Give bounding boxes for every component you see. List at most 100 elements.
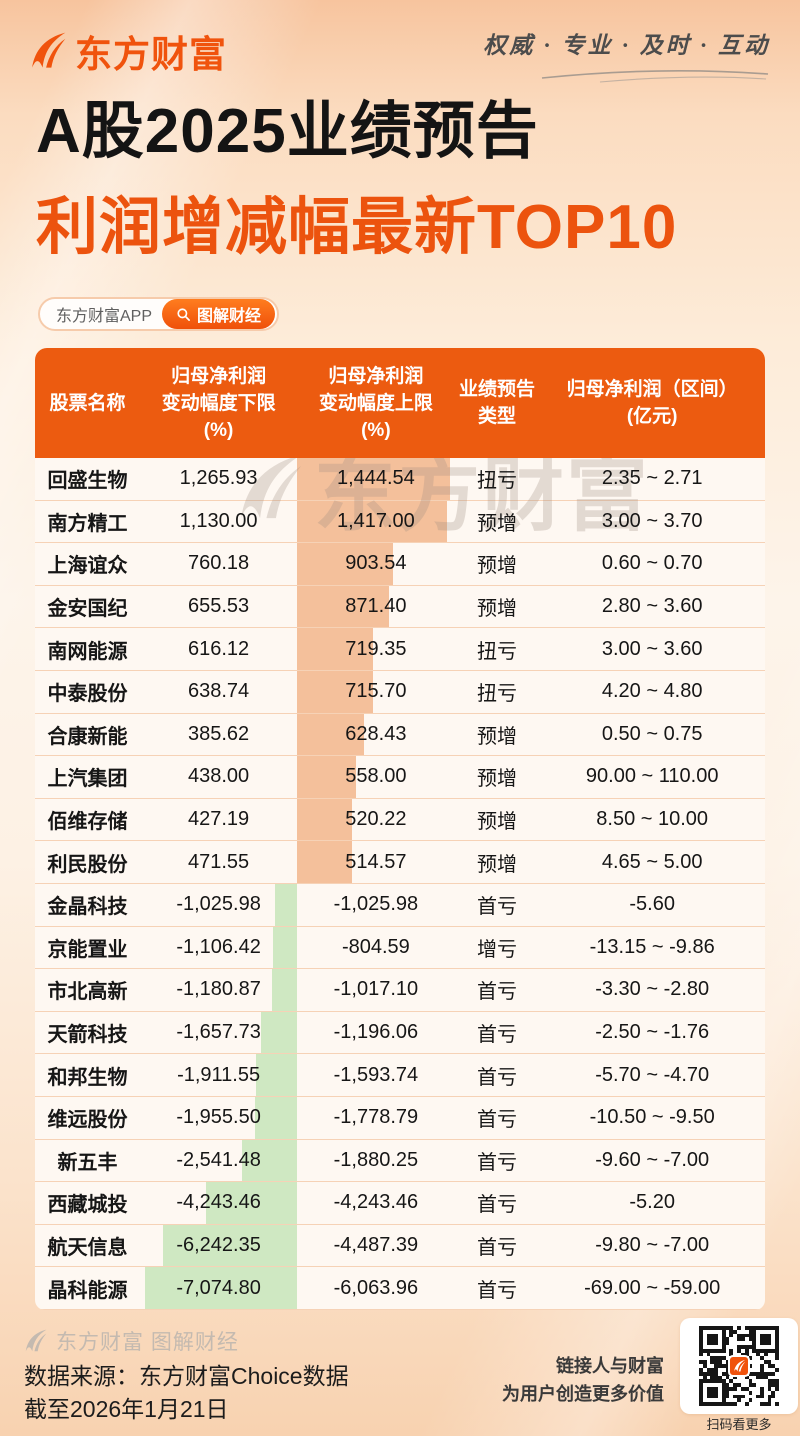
lower-limit-cell-value: -1,911.55 xyxy=(177,1063,261,1086)
lower-limit-cell-value: -1,180.87 xyxy=(176,978,261,1001)
upper-limit-cell: 514.57 xyxy=(297,841,455,883)
brand-tagline-wrap: 权威 · 专业 · 及时 · 互动 xyxy=(483,26,770,84)
profit-range-cell-value: -2.50 ~ -1.76 xyxy=(595,1021,710,1044)
profit-range-cell-value: -10.50 ~ -9.50 xyxy=(589,1106,715,1129)
stock-name-cell-value: 晶科能源 xyxy=(47,1279,128,1302)
stock-name-cell: 晶科能源 xyxy=(35,1267,140,1309)
profit-range-cell-value: 8.50 ~ 10.00 xyxy=(596,808,709,831)
upper-limit-cell: -804.59 xyxy=(297,927,455,969)
table-row: 晶科能源 -7,074.80 -6,063.96 首亏 -69.00 ~ -59.00 xyxy=(35,1267,765,1310)
forecast-type-cell: 首亏 xyxy=(455,1225,540,1267)
data-source: 数据来源：东方财富Choice数据 截至2026年1月21日 xyxy=(24,1360,349,1426)
forecast-type-cell-value: 预增 xyxy=(477,555,518,578)
positive-bar xyxy=(297,670,373,713)
profit-range-cell: 4.65 ~ 5.00 xyxy=(539,841,765,883)
profit-range-cell-value: -5.60 xyxy=(629,893,675,916)
lower-limit-cell: -1,657.73 xyxy=(140,1011,298,1054)
channel-badge-label: 图解财经 xyxy=(197,308,262,325)
stock-name-cell: 新五丰 xyxy=(35,1140,140,1182)
upper-limit-cell-value: 871.40 xyxy=(345,595,407,618)
profit-range-cell: 3.00 ~ 3.60 xyxy=(539,628,765,670)
lower-limit-cell: -1,180.87 xyxy=(140,969,298,1011)
channel-badge[interactable]: 图解财经 xyxy=(162,299,276,329)
lower-limit-cell-value: -1,657.73 xyxy=(176,1021,261,1044)
stock-name-cell-value: 佰维存储 xyxy=(47,811,128,834)
lower-limit-cell: 385.62 xyxy=(140,714,297,756)
lower-limit-cell-value: 655.53 xyxy=(187,595,250,618)
forecast-type-cell-value: 首亏 xyxy=(477,1024,518,1047)
stock-name-cell: 南方精工 xyxy=(35,501,140,543)
app-badge-label: 东方财富APP xyxy=(56,308,153,325)
upper-limit-cell-value: 903.54 xyxy=(345,552,407,575)
table-row: 天箭科技 -1,657.73 -1,196.06 首亏 -2.50 ~ -1.76 xyxy=(35,1011,765,1055)
positive-bar xyxy=(297,500,448,543)
tagline-flourish xyxy=(541,70,769,83)
qr-center-logo xyxy=(728,1355,750,1377)
table-row: 佰维存储 427.19 520.22 预增 8.50 ~ 10.00 xyxy=(35,798,765,842)
stock-name-cell: 京能置业 xyxy=(35,927,140,969)
upper-limit-cell: -1,025.98 xyxy=(297,884,455,926)
table-row: 南方精工 1,130.00 1,417.00 预增 3.00 ~ 3.70 xyxy=(35,500,765,544)
upper-limit-cell-value: -1,778.79 xyxy=(333,1106,419,1129)
forecast-type-cell-value: 预增 xyxy=(477,811,518,834)
stock-name-cell-value: 市北高新 xyxy=(47,981,128,1004)
stock-name-cell-value: 金安国纪 xyxy=(47,598,128,621)
profit-range-cell-value: -5.70 ~ -4.70 xyxy=(595,1063,710,1086)
stock-name-cell-value: 新五丰 xyxy=(57,1151,118,1174)
upper-limit-cell-value: 1,444.54 xyxy=(336,467,415,490)
lower-limit-cell-value: -6,242.35 xyxy=(176,1233,261,1256)
stock-name-cell: 佰维存储 xyxy=(35,799,140,841)
upper-limit-cell: -1,778.79 xyxy=(297,1097,455,1139)
lower-limit-cell-value: -1,106.42 xyxy=(176,935,261,958)
upper-limit-cell: 520.22 xyxy=(297,798,455,841)
table-row: 利民股份 471.55 514.57 预增 4.65 ~ 5.00 xyxy=(35,841,765,884)
negative-bar xyxy=(242,1139,298,1182)
stock-name-cell: 天箭科技 xyxy=(35,1012,140,1054)
lower-limit-cell: -1,106.42 xyxy=(140,926,298,969)
stock-name-cell: 合康新能 xyxy=(35,714,140,756)
forecast-type-cell-value: 首亏 xyxy=(477,1151,518,1174)
forecast-type-cell-value: 扭亏 xyxy=(477,683,518,706)
forecast-type-cell: 首亏 xyxy=(455,1097,540,1139)
upper-limit-cell: -1,196.06 xyxy=(297,1012,455,1054)
lower-limit-cell-value: 385.62 xyxy=(187,722,250,745)
profit-range-cell-value: 4.20 ~ 4.80 xyxy=(601,680,703,703)
negative-bar xyxy=(261,1011,298,1054)
upper-limit-cell-value: 715.70 xyxy=(345,680,407,703)
positive-bar xyxy=(297,585,390,628)
stock-name-cell: 西藏城投 xyxy=(35,1182,140,1224)
forecast-type-cell-value: 扭亏 xyxy=(477,640,518,663)
forecast-type-cell: 预增 xyxy=(455,799,540,841)
profit-range-cell: -3.30 ~ -2.80 xyxy=(539,969,765,1011)
lower-limit-cell-value: 427.19 xyxy=(187,808,250,831)
col-header-forecast-type: 业绩预告 类型 xyxy=(459,379,536,427)
profit-range-cell-value: 2.35 ~ 2.71 xyxy=(601,467,703,490)
profit-range-cell: -69.00 ~ -59.00 xyxy=(539,1267,765,1309)
forecast-type-cell-value: 预增 xyxy=(477,725,518,748)
table-row: 航天信息 -6,242.35 -4,487.39 首亏 -9.80 ~ -7.00 xyxy=(35,1224,765,1268)
forecast-type-cell: 预增 xyxy=(455,841,540,883)
forecast-type-cell: 首亏 xyxy=(455,1012,540,1054)
upper-limit-cell: 558.00 xyxy=(297,756,455,798)
title-line-2: 利润增减幅最新TOP10 xyxy=(36,193,678,262)
stock-name-cell-value: 航天信息 xyxy=(47,1236,128,1259)
forecast-type-cell-value: 增亏 xyxy=(477,938,518,961)
stock-name-cell-value: 金晶科技 xyxy=(47,896,128,919)
stock-name-cell: 维远股份 xyxy=(35,1097,140,1139)
upper-limit-cell-value: -1,025.98 xyxy=(333,893,419,916)
positive-bar xyxy=(297,458,450,500)
profit-range-cell: -9.60 ~ -7.00 xyxy=(539,1140,765,1182)
profit-range-cell: 2.80 ~ 3.60 xyxy=(539,586,765,628)
upper-limit-cell: -6,063.96 xyxy=(297,1267,455,1309)
col-header-upper-limit: 归母净利润 变动幅度上限 (%) xyxy=(318,365,433,441)
lower-limit-cell: -1,955.50 xyxy=(140,1096,298,1139)
forecast-type-cell: 预增 xyxy=(455,756,540,798)
upper-limit-cell: -4,243.46 xyxy=(297,1182,455,1224)
positive-bar xyxy=(297,756,357,798)
lower-limit-cell-value: -7,074.80 xyxy=(176,1276,261,1299)
negative-bar xyxy=(144,1267,298,1309)
app-badge[interactable]: 东方财富APP 图解财经 xyxy=(38,297,280,331)
upper-limit-cell-value: -804.59 xyxy=(341,935,410,958)
table-row: 新五丰 -2,541.48 -1,880.25 首亏 -9.60 ~ -7.00 xyxy=(35,1139,765,1183)
lower-limit-cell-value: 1,265.93 xyxy=(179,467,258,490)
